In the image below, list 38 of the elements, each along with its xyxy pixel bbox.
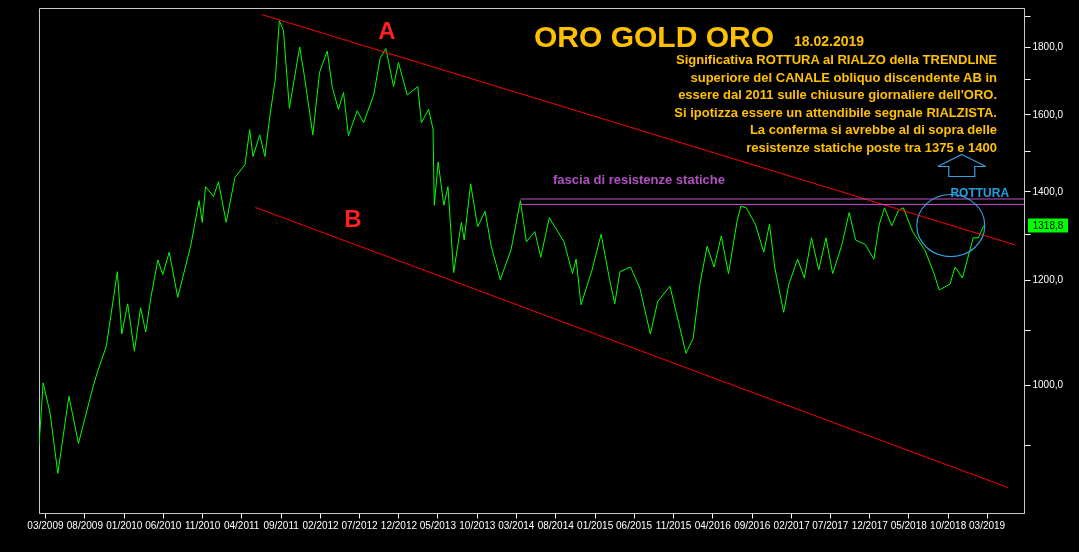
y-tick-label: 1400,0	[1032, 185, 1064, 197]
y-tick-label: 1600,0	[1032, 108, 1064, 120]
annotation: fascia di resistenze statiche	[553, 172, 725, 187]
x-tick-label: 08/2009	[66, 519, 104, 531]
x-tick-label: 05/2013	[419, 519, 457, 531]
x-tick-label: 03/2009	[27, 519, 64, 531]
y-tick-label: 1200,0	[1032, 274, 1064, 286]
x-tick-label: 06/2010	[145, 519, 182, 531]
x-tick-label: 03/2014	[498, 519, 535, 531]
chart-title: ORO GOLD ORO	[534, 20, 774, 53]
annotation: Significativa ROTTURA al RIALZO della TRENDLINE superiore del CANALE obliquo discendente AB in essere dal 2011 sulle chiusure giornaliere dell'ORO. Si ipotizza essere un attendibile segnale RIALZISTA. La conferma si avrebbe al di sopra delle resistenze statiche poste tra 1375 e 1400	[674, 52, 998, 155]
x-tick-label: 07/2012	[341, 519, 378, 531]
text: 1318,8	[1032, 219, 1064, 231]
x-tick-label: 12/2017	[851, 519, 889, 531]
annotation: ROTTURA	[950, 185, 1010, 200]
x-tick-label: 11/2015	[655, 519, 692, 531]
x-tick-label: 01/2015	[577, 519, 614, 531]
x-tick-label: 10/2013	[459, 519, 496, 531]
x-tick-label: 10/2018	[930, 519, 967, 531]
x-tick-label: 06/2015	[616, 519, 653, 531]
x-tick-label: 07/2017	[812, 519, 849, 531]
x-tick-label: 03/2019	[969, 519, 1006, 531]
x-tick-label: 04/2011	[223, 519, 260, 531]
y-tick-label: 1800,0	[1032, 41, 1064, 53]
x-tick-label: 12/2012	[380, 519, 418, 531]
x-tick-label: 01/2010	[106, 519, 143, 531]
x-tick-label: 04/2016	[694, 519, 732, 531]
x-tick-label: 09/2011	[263, 519, 300, 531]
y-tick-label: 1000,0	[1032, 379, 1064, 391]
x-tick-label: 09/2016	[734, 519, 771, 531]
annotation: A	[378, 17, 396, 44]
x-tick-label: 02/2012	[302, 519, 340, 531]
annotation: B	[344, 205, 362, 232]
x-tick-label: 02/2017	[773, 519, 811, 531]
text: 18.02.2019	[794, 33, 865, 49]
x-tick-label: 08/2014	[537, 519, 575, 531]
x-tick-label: 05/2018	[890, 519, 928, 531]
x-tick-label: 11/2010	[185, 519, 221, 531]
